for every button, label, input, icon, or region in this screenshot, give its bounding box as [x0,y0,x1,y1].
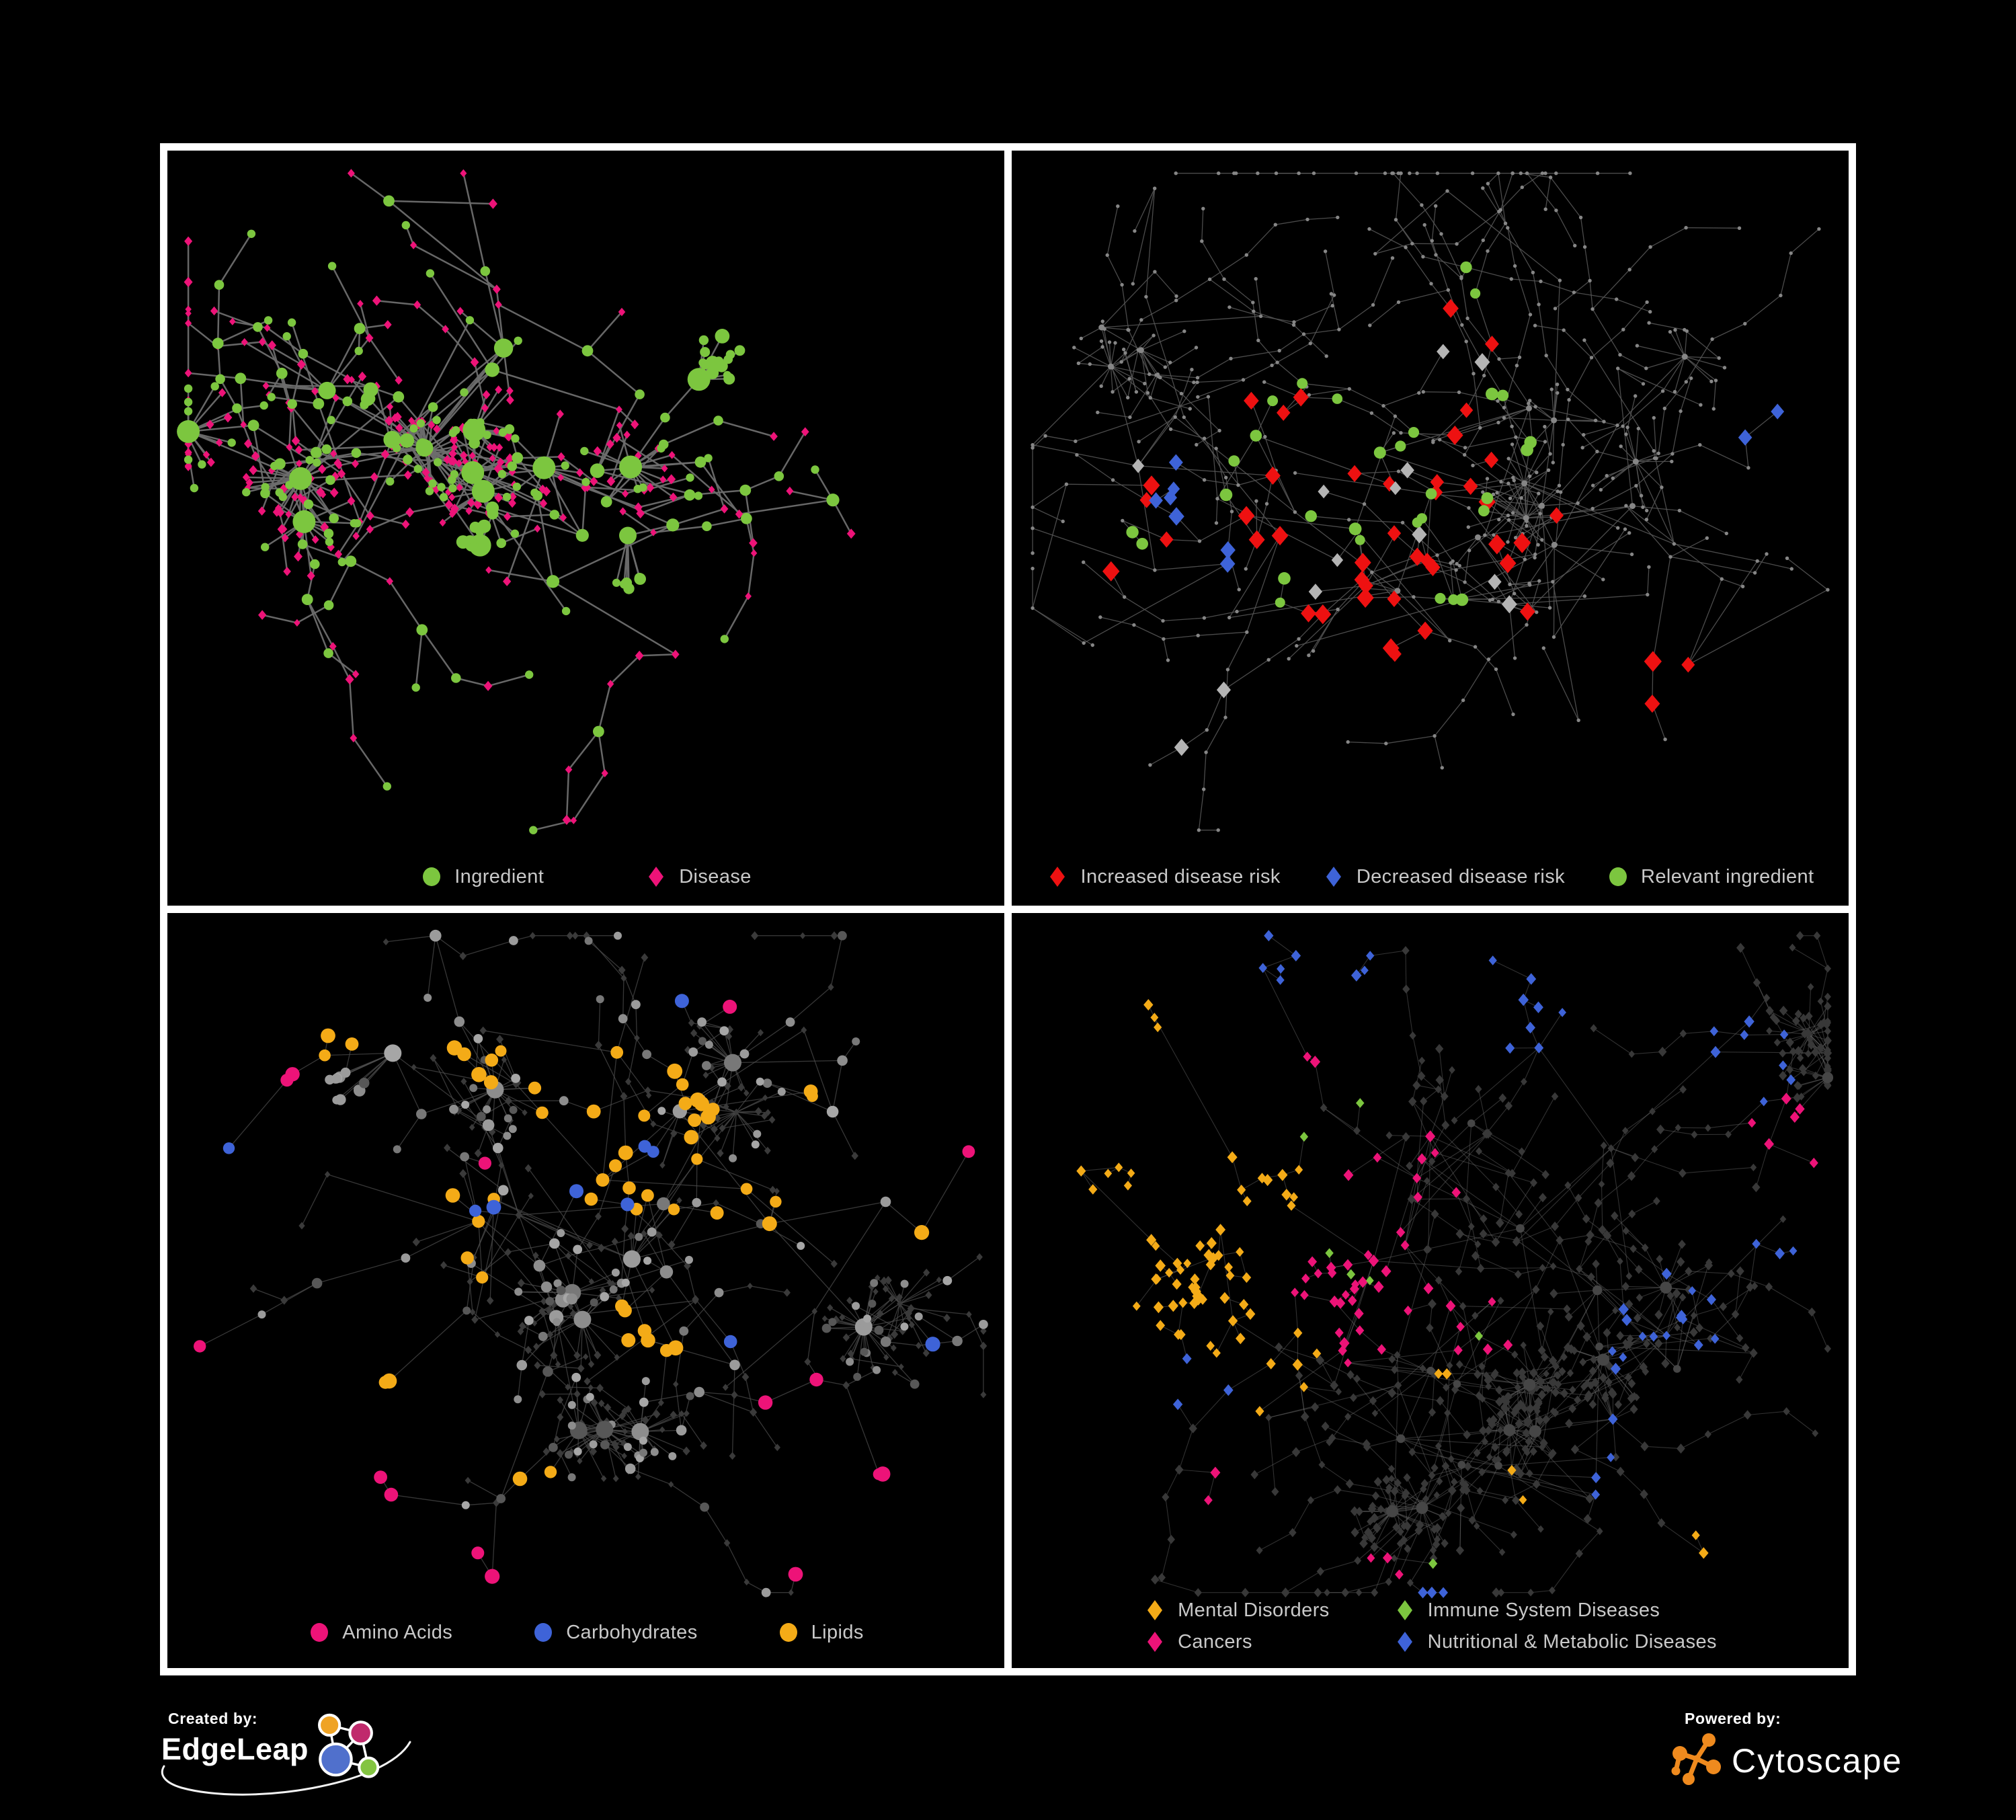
legend-item-increased-disease-risk: Increased disease risk [1046,865,1280,888]
legend-label: Relevant ingredient [1641,865,1814,887]
legend-circle-swatch [779,1623,797,1642]
legend-item-cancers: Cancers [1143,1630,1330,1653]
legend-item-relevant-ingredient: Relevant ingredient [1607,865,1814,888]
network-nodes [1076,930,1834,1599]
network-edges [199,935,984,1593]
legend-label: Carbohydrates [566,1621,698,1643]
legend-circle-swatch [534,1623,553,1642]
legend-label: Amino Acids [342,1621,453,1643]
legend: Increased disease risk Decreased disease … [1012,865,1849,888]
legend-diamond-swatch [1397,1600,1412,1620]
legend-label: Ingredient [454,865,545,887]
legend-label: Increased disease risk [1080,865,1281,887]
network-edges [187,172,852,831]
panel-grid: Ingredient Disease Increased disease risk… [160,143,1856,1675]
edgeleap-credit: Created by: EdgeLeap [161,1710,538,1817]
legend-label: Cancers [1178,1630,1252,1653]
cytoscape-credit: Powered by: Cytoscape [1671,1710,1984,1811]
legend-item-ingredient: Ingredient [420,865,544,888]
network-canvas [1031,171,1830,832]
network-canvas [177,169,856,834]
network-edges [1032,173,1828,831]
legend-item-lipids: Lipids [777,1621,864,1644]
legend-diamond-swatch [649,867,664,887]
panel-ingredient-disease-network: Ingredient Disease [167,151,1004,906]
legend-item-carbohydrates: Carbohydrates [532,1621,697,1644]
legend-item-amino-acids: Amino Acids [308,1621,452,1644]
legend-diamond-swatch [1147,1600,1163,1620]
network-nodes [1031,171,1830,832]
edgeleap-wordmark: EdgeLeap [161,1732,309,1766]
network-canvas [194,929,988,1597]
legend-diamond-swatch [1147,1632,1163,1652]
legend: Ingredient Disease [167,865,1004,888]
created-by-label: Created by: [168,1710,258,1727]
legend: Amino Acids Carbohydrates Lipids [167,1621,1004,1644]
cytoscape-logo-icon [1671,1733,1721,1785]
network-nodes [194,929,988,1597]
legend-label: Disease [679,865,752,887]
legend-circle-swatch [311,1623,329,1642]
network-nodes [177,169,856,834]
legend-circle-swatch [423,867,441,886]
legend-label: Nutritional & Metabolic Diseases [1427,1630,1717,1653]
panel-disease-risk-network: Increased disease risk Decreased disease … [1012,151,1849,906]
edgeleap-logo-icon [318,1713,380,1778]
legend-item-nutritional-metabolic-diseases: Nutritional & Metabolic Diseases [1394,1630,1717,1653]
cytoscape-wordmark: Cytoscape [1732,1742,1903,1780]
network-canvas [1076,930,1834,1599]
legend-item-decreased-disease-risk: Decreased disease risk [1322,865,1565,888]
legend-label: Decreased disease risk [1356,865,1566,887]
legend-diamond-swatch [1397,1632,1412,1652]
legend-diamond-swatch [1050,867,1065,887]
legend-circle-swatch [1609,867,1627,886]
legend: Mental Disorders Immune System Diseases Ca… [1012,1599,1849,1653]
legend-diamond-swatch [1326,867,1341,887]
legend-label: Immune System Diseases [1427,1599,1660,1621]
legend-item-disease: Disease [645,865,752,888]
legend-label: Lipids [811,1621,864,1643]
panel-macronutrient-network: Amino Acids Carbohydrates Lipids [167,913,1004,1668]
legend-item-immune-system-diseases: Immune System Diseases [1394,1599,1717,1622]
legend-label: Mental Disorders [1178,1599,1330,1621]
powered-by-label: Powered by: [1685,1710,1781,1727]
legend-item-mental-disorders: Mental Disorders [1143,1599,1330,1622]
panel-disease-category-network: Mental Disorders Immune System Diseases Ca… [1012,913,1849,1668]
